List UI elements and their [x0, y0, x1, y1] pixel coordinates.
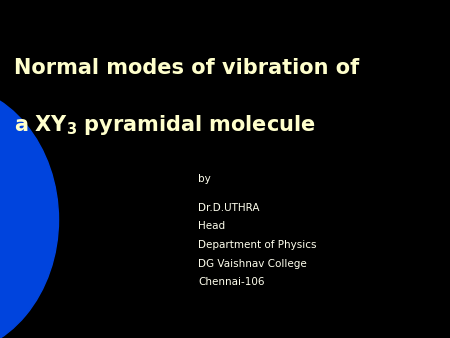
Text: Dr.D.UTHRA: Dr.D.UTHRA [198, 203, 260, 213]
Text: Chennai-106: Chennai-106 [198, 277, 265, 287]
Text: by: by [198, 174, 211, 184]
Text: DG Vaishnav College: DG Vaishnav College [198, 259, 307, 269]
Ellipse shape [0, 84, 58, 338]
Text: Normal modes of vibration of: Normal modes of vibration of [14, 57, 359, 78]
Text: Head: Head [198, 221, 225, 232]
Text: Department of Physics: Department of Physics [198, 240, 316, 250]
Text: $\mathbf{a\ XY_3\ pyramidal\ molecule}$: $\mathbf{a\ XY_3\ pyramidal\ molecule}$ [14, 113, 315, 137]
